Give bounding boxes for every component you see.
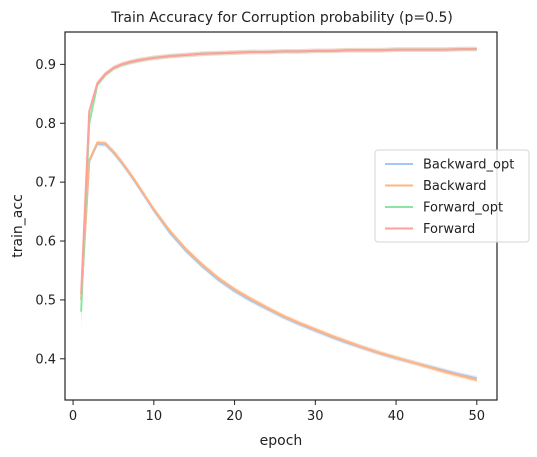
y-tick-label: 0.4 xyxy=(35,352,56,367)
x-axis: 0 10 20 30 40 50 xyxy=(69,400,485,424)
y-tick-label: 0.6 xyxy=(35,235,56,250)
x-tick-label: 30 xyxy=(307,409,324,424)
chart-title: Train Accuracy for Corruption probabilit… xyxy=(110,10,453,26)
series-line-forward xyxy=(80,48,477,295)
x-tick-label: 10 xyxy=(146,409,163,424)
x-tick-label: 20 xyxy=(226,409,243,424)
x-tick-label: 50 xyxy=(469,409,486,424)
legend-label-forward: Forward xyxy=(423,222,475,237)
y-tick-label: 0.7 xyxy=(35,176,56,191)
x-tick-label: 0 xyxy=(69,409,77,424)
y-tick-label: 0.5 xyxy=(35,293,56,308)
legend-label-backward-opt: Backward_opt xyxy=(423,158,514,173)
x-axis-label: epoch xyxy=(260,433,303,449)
legend-label-backward: Backward xyxy=(423,179,487,194)
y-axis: 0.4 0.5 0.6 0.7 0.8 0.9 xyxy=(35,58,65,367)
plot-area xyxy=(80,46,478,383)
y-tick-label: 0.9 xyxy=(35,58,56,73)
y-axis-label: train_acc xyxy=(10,194,26,258)
legend-box xyxy=(374,149,530,243)
legend-label-forward-opt: Forward_opt xyxy=(423,201,503,216)
series-line-backward xyxy=(80,141,478,381)
y-tick-label: 0.8 xyxy=(35,117,56,132)
legend: Backward_opt Backward Forward_opt Forward xyxy=(374,149,530,243)
x-tick-label: 40 xyxy=(388,409,405,424)
